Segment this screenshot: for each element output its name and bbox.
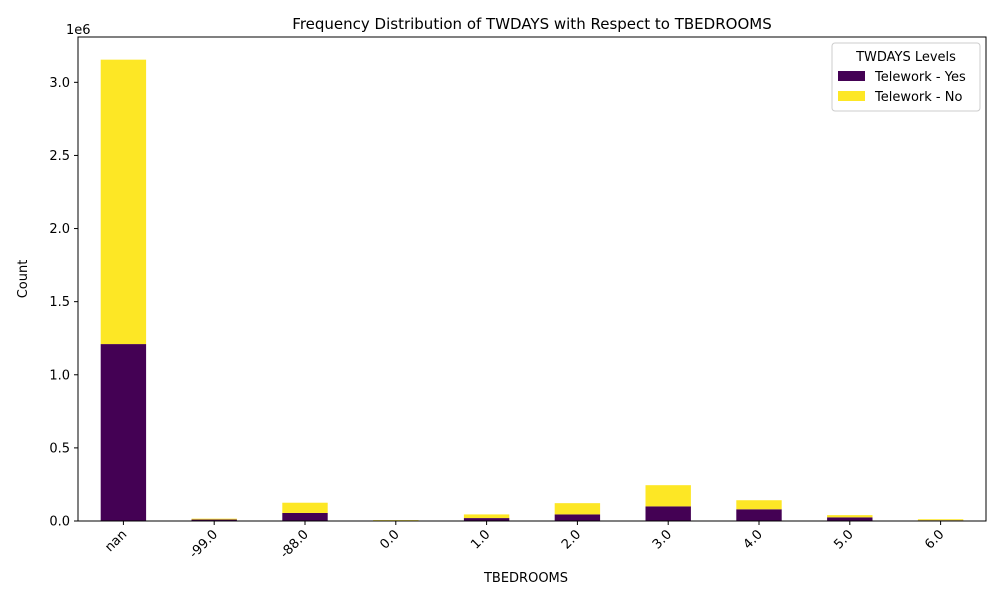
legend-swatch-no: [838, 91, 865, 101]
bar-no-4: [463, 514, 510, 519]
bar-no-7: [736, 500, 782, 510]
y-tick-label: 2.5: [49, 149, 70, 164]
bar-yes-6: [645, 506, 691, 521]
y-tick-label: 0.5: [49, 441, 70, 456]
legend-title: TWDAYS Levels: [855, 50, 956, 65]
bars-group: [100, 59, 964, 521]
x-axis-label: TBEDROOMS: [483, 571, 568, 586]
bar-no-8: [827, 515, 873, 518]
legend-swatch-yes: [838, 71, 865, 81]
bar-no-6: [645, 485, 691, 507]
y-scale-label: 1e6: [66, 23, 91, 38]
legend-label-yes: Telework - Yes: [874, 70, 966, 85]
bar-yes-4: [463, 518, 510, 521]
chart-title: Frequency Distribution of TWDAYS with Re…: [292, 15, 771, 33]
y-axis-label: Count: [16, 260, 31, 299]
bar-no-2: [282, 502, 328, 513]
legend-label-no: Telework - No: [874, 90, 962, 105]
y-tick-label: 1.0: [49, 368, 70, 383]
bar-yes-2: [282, 512, 328, 521]
bar-no-0: [100, 59, 147, 345]
y-tick-label: 0.0: [49, 515, 70, 530]
bar-no-5: [554, 503, 601, 515]
y-ticks-group: 0.0 0.5 1.0 1.5 2.0 2.5 3.0: [49, 76, 78, 530]
y-tick-label: 2.0: [49, 222, 70, 237]
legend-box: [831, 42, 981, 112]
bar-no-9: [917, 519, 964, 521]
bar-yes-8: [827, 517, 873, 521]
plot-frame: [77, 36, 987, 522]
bar-no-1: [191, 518, 237, 520]
y-tick-label: 3.0: [49, 76, 70, 91]
bar-yes-1: [191, 519, 237, 521]
bar-yes-0: [100, 344, 147, 521]
bar-yes-5: [554, 514, 601, 521]
bar-yes-7: [736, 509, 782, 521]
y-tick-label: 1.5: [49, 295, 70, 310]
legend: TWDAYS Levels Telework - Yes Telework - …: [831, 42, 981, 112]
